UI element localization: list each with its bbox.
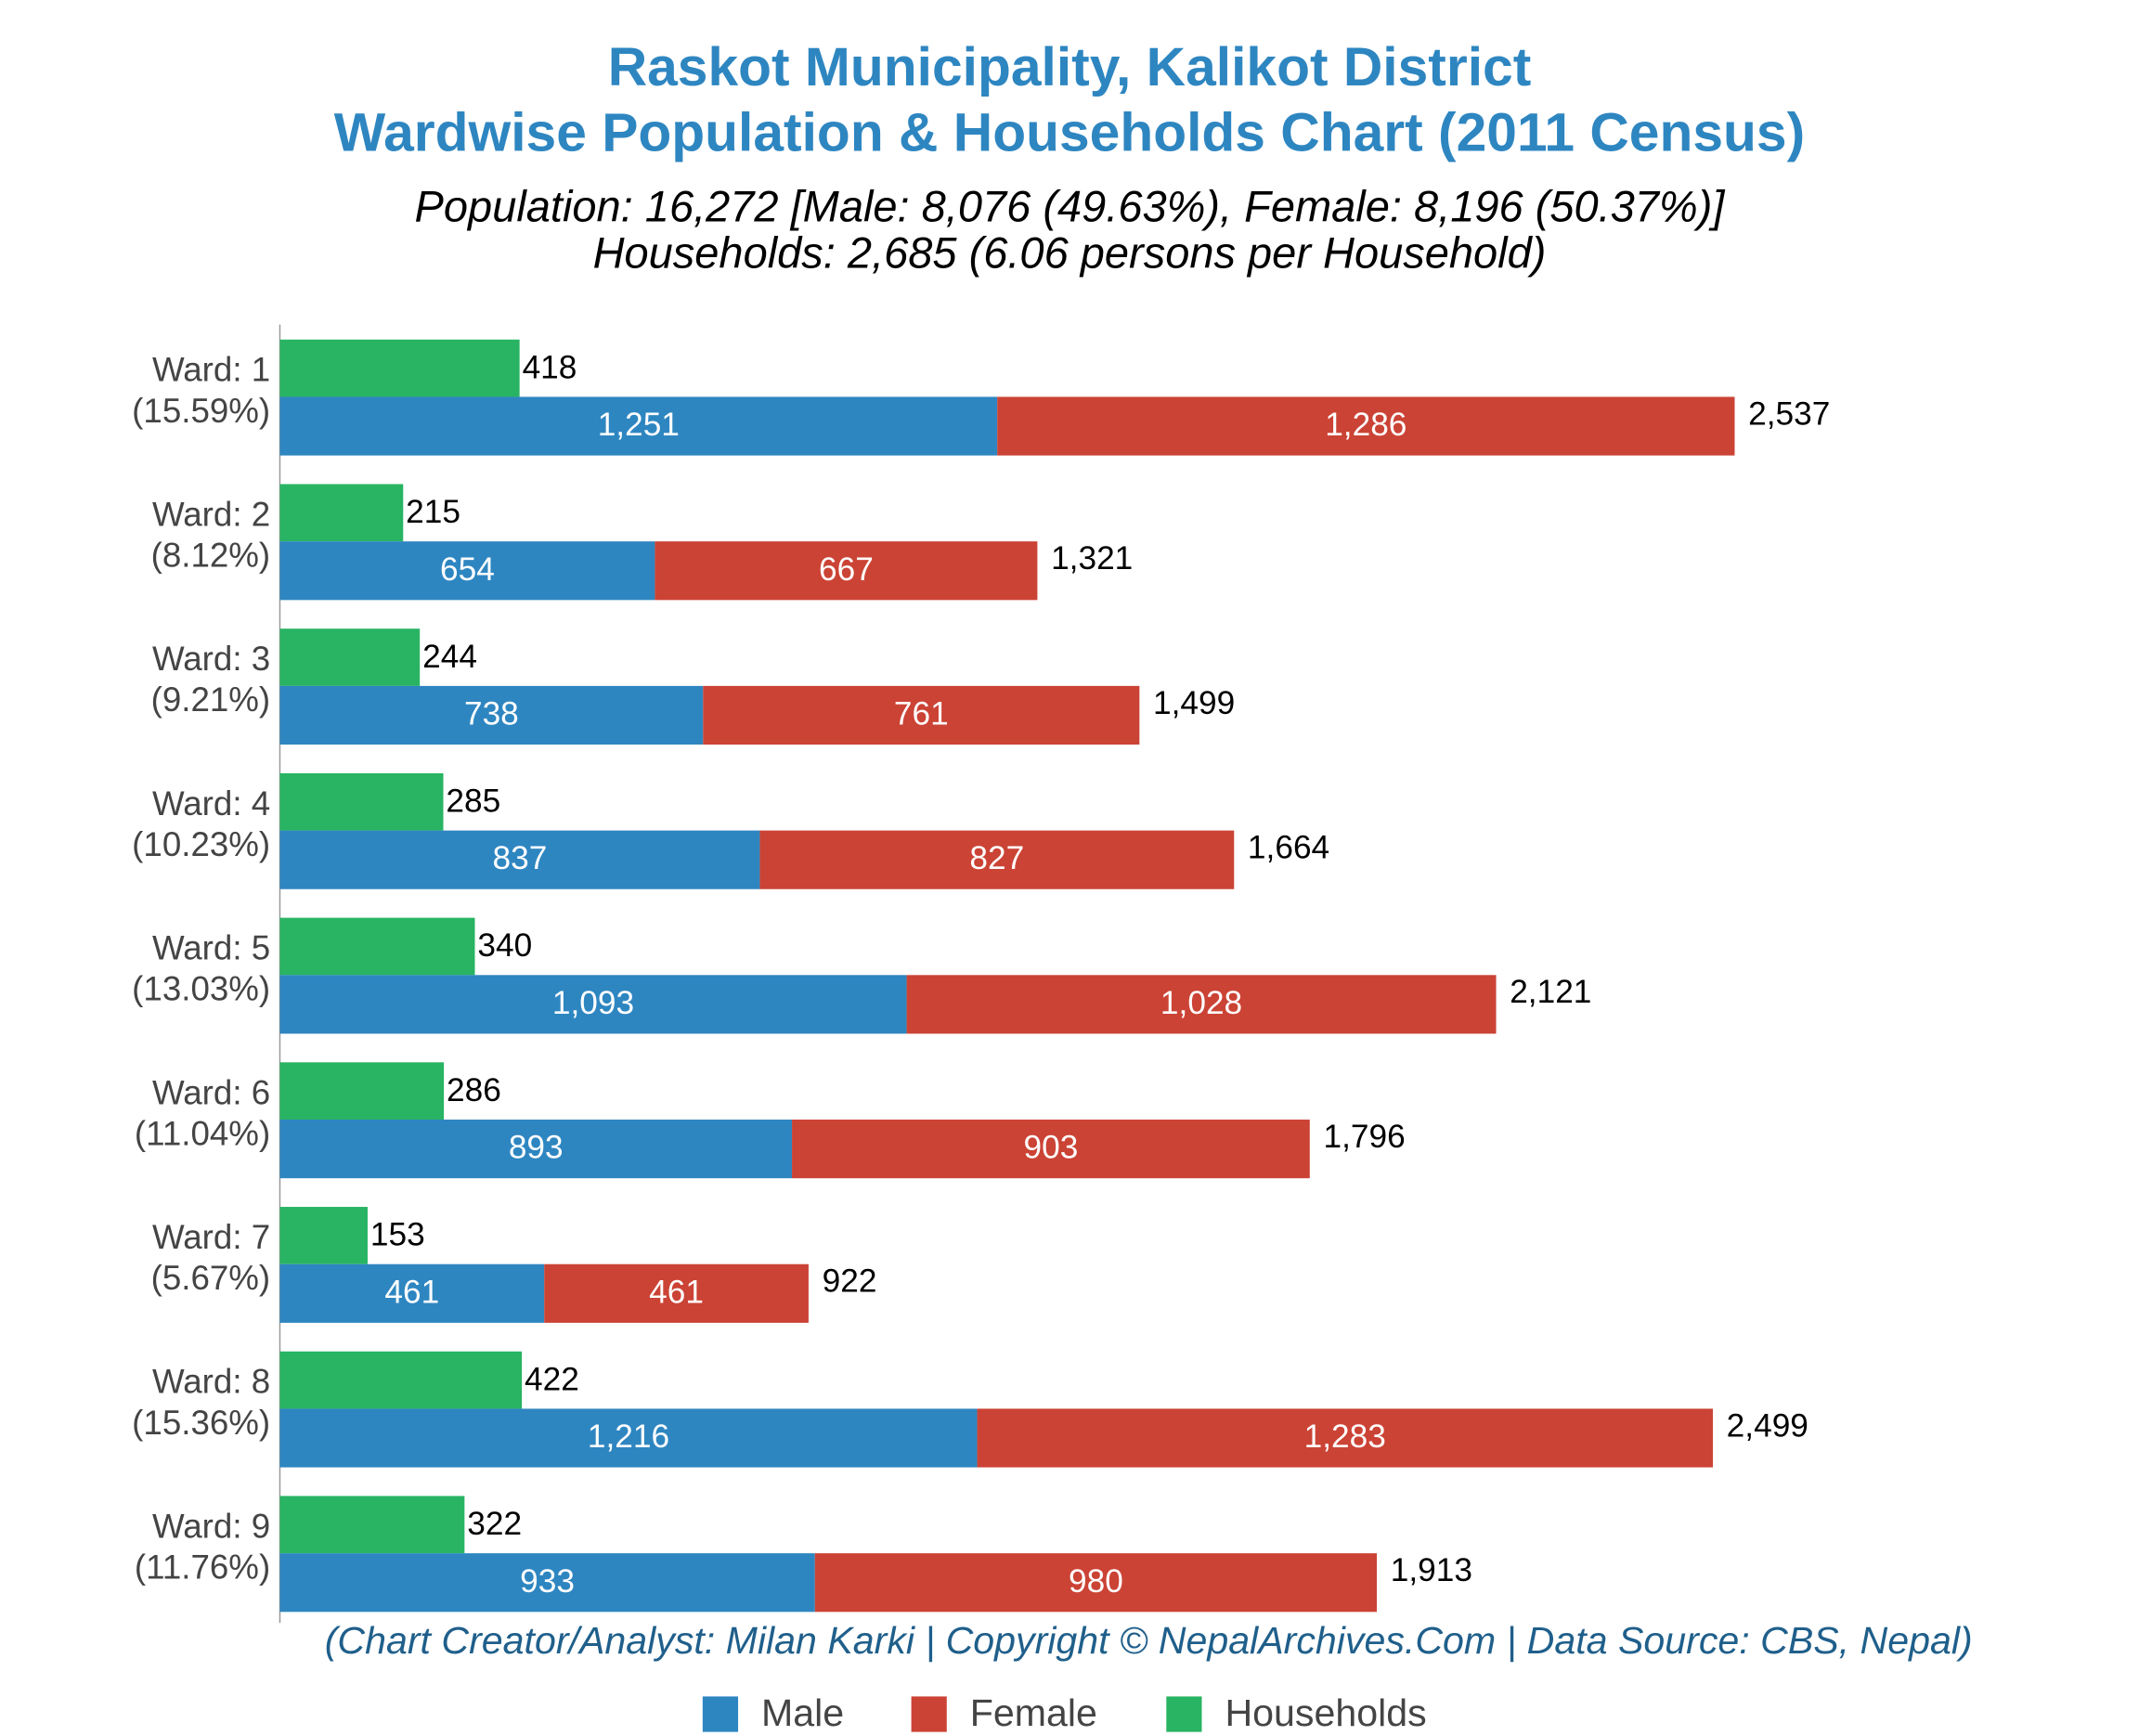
y-tick-label: (11.76%) [135,1548,270,1586]
total-label: 2,537 [1748,395,1830,432]
y-tick-label: Ward: 6 [152,1073,270,1111]
y-tick-label: (15.59%) [132,392,270,430]
bar [279,1496,465,1554]
total-label: 922 [823,1263,877,1300]
data-label: 738 [464,696,519,732]
bar [279,628,421,686]
bar [703,685,1140,745]
data-label: 340 [477,927,532,964]
data-label: 1,216 [588,1419,669,1455]
data-label: 418 [523,349,577,385]
bar [997,396,1735,456]
bar [792,1120,1310,1179]
data-label: 1,093 [552,985,634,1021]
data-label: 667 [819,551,874,588]
y-tick-label: (11.04%) [135,1114,270,1152]
bar [279,1062,445,1121]
legend-swatch [911,1696,947,1732]
bar [279,339,520,397]
y-tick-label: (8.12%) [151,537,271,575]
total-label: 2,499 [1727,1407,1808,1444]
y-tick-label: Ward: 8 [152,1363,270,1401]
y-tick-label: Ward: 1 [152,351,270,389]
y-tick-label: (15.36%) [132,1404,270,1442]
data-label: 285 [446,784,500,820]
y-tick-label: (10.23%) [132,825,270,863]
bar [279,484,404,542]
bar [279,772,444,831]
data-label: 461 [649,1274,704,1310]
y-tick-label: (5.67%) [151,1259,271,1297]
data-label: 461 [384,1274,439,1310]
y-tick-label: Ward: 5 [152,929,270,967]
data-label: 761 [894,696,949,732]
footer: (Chart Creator/Analyst: Milan Karki | Co… [325,1619,1973,1662]
total-label: 1,499 [1153,685,1235,721]
y-tick-label: (13.03%) [132,970,270,1008]
legend-swatch [1166,1696,1202,1732]
chart-title: Raskot Municipality, Kalikot District [608,37,1532,97]
y-tick-label: (9.21%) [151,680,271,719]
y-tick-label: Ward: 4 [152,784,270,823]
bar [814,1553,1378,1613]
data-label: 933 [520,1563,575,1600]
data-label: 654 [440,551,495,588]
total-label: 1,664 [1248,829,1329,865]
legend-label: Households [1225,1691,1426,1734]
data-label: 980 [1069,1563,1123,1600]
bar [279,396,998,456]
chart-subtitle: Population: 16,272 [Male: 8,076 (49.63%)… [415,182,1726,231]
y-tick-label: Ward: 2 [152,495,270,533]
data-label: 215 [406,494,460,530]
data-label: 827 [969,840,1024,876]
total-label: 2,121 [1510,974,1591,1010]
bar [279,917,475,976]
bar [279,1553,815,1613]
data-label: 893 [509,1130,564,1166]
bar [279,975,907,1034]
bar [279,830,760,889]
data-label: 837 [493,840,548,876]
data-label: 1,286 [1325,407,1407,443]
data-label: 1,283 [1304,1419,1386,1455]
data-label: 153 [370,1217,425,1253]
data-label: 244 [422,639,477,675]
bar [279,1263,545,1323]
total-label: 1,913 [1391,1552,1472,1588]
chart-title: Wardwise Population & Households Chart (… [334,102,1805,162]
bar [279,1408,978,1468]
bar [279,1207,368,1264]
data-label: 1,251 [598,407,680,443]
bar [279,1120,793,1179]
bar [759,830,1235,889]
legend-label: Male [761,1691,844,1734]
y-tick-label: Ward: 9 [152,1507,270,1545]
total-label: 1,321 [1051,540,1133,577]
bar [279,685,704,745]
data-label: 1,028 [1160,985,1242,1021]
y-tick-label: Ward: 7 [152,1218,270,1256]
total-label: 1,796 [1323,1119,1405,1155]
data-label: 422 [525,1361,579,1397]
bar [544,1263,809,1323]
legend-swatch [702,1696,739,1732]
legend-label: Female [970,1691,1097,1734]
bar [655,541,1038,601]
chart-subtitle: Households: 2,685 (6.06 persons per Hous… [593,228,1547,278]
bar [906,975,1497,1034]
data-label: 286 [447,1072,501,1108]
bar [279,1351,523,1409]
data-label: 903 [1023,1130,1078,1166]
bar [279,541,655,601]
y-tick-label: Ward: 3 [152,640,270,678]
data-label: 322 [467,1506,522,1542]
bar [977,1408,1714,1468]
